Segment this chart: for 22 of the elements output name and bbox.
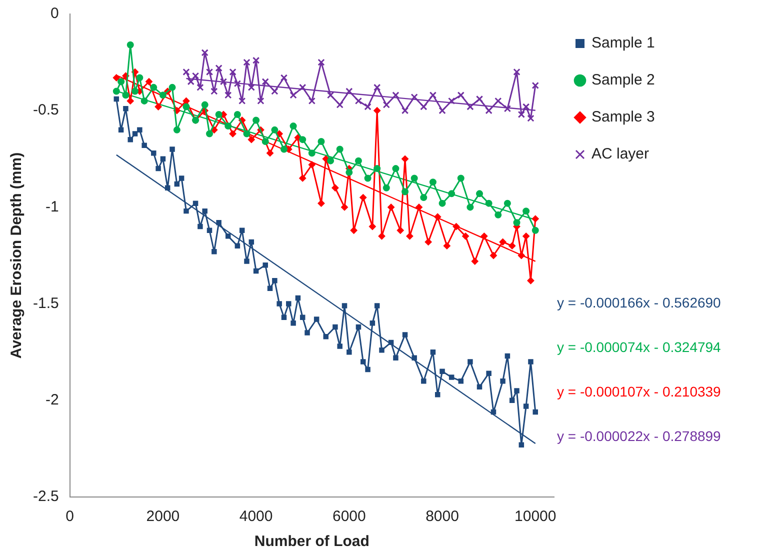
text: y = -0.000022x - 0.278899 — [557, 428, 722, 444]
y-tick-label: -2 — [46, 392, 59, 409]
text: y = -0.000074x - 0.324794 — [557, 339, 722, 356]
x-tick-label: 6000 — [332, 508, 366, 526]
x-tick-label: 0 — [66, 508, 74, 526]
x-tick-label: 8000 — [426, 508, 459, 526]
y-tick-label: -0.5 — [32, 102, 59, 119]
text: y = -0.000107x - 0.210339 — [557, 384, 722, 400]
y-tick-label: -2.5 — [32, 488, 59, 506]
legend-label: AC layer — [592, 146, 650, 163]
y-tick-label: -1 — [46, 198, 59, 216]
legend-label: Sample 1 — [592, 34, 655, 52]
legend-label: Sample 3 — [592, 108, 655, 126]
x-tick-label: 4000 — [239, 508, 273, 526]
y-tick-label: 0 — [50, 5, 59, 22]
x-tick-label: 10000 — [514, 508, 556, 526]
y-tick-label: -1.5 — [32, 294, 59, 312]
x-axis-title: Number of Load — [254, 533, 370, 550]
legend-label: Sample 2 — [592, 72, 655, 89]
x-tick-label: 2000 — [146, 508, 180, 526]
y-axis-title: Average Erosion Depth (mm) — [8, 152, 26, 359]
text: y = -0.000166x - 0.562690 — [557, 294, 722, 311]
